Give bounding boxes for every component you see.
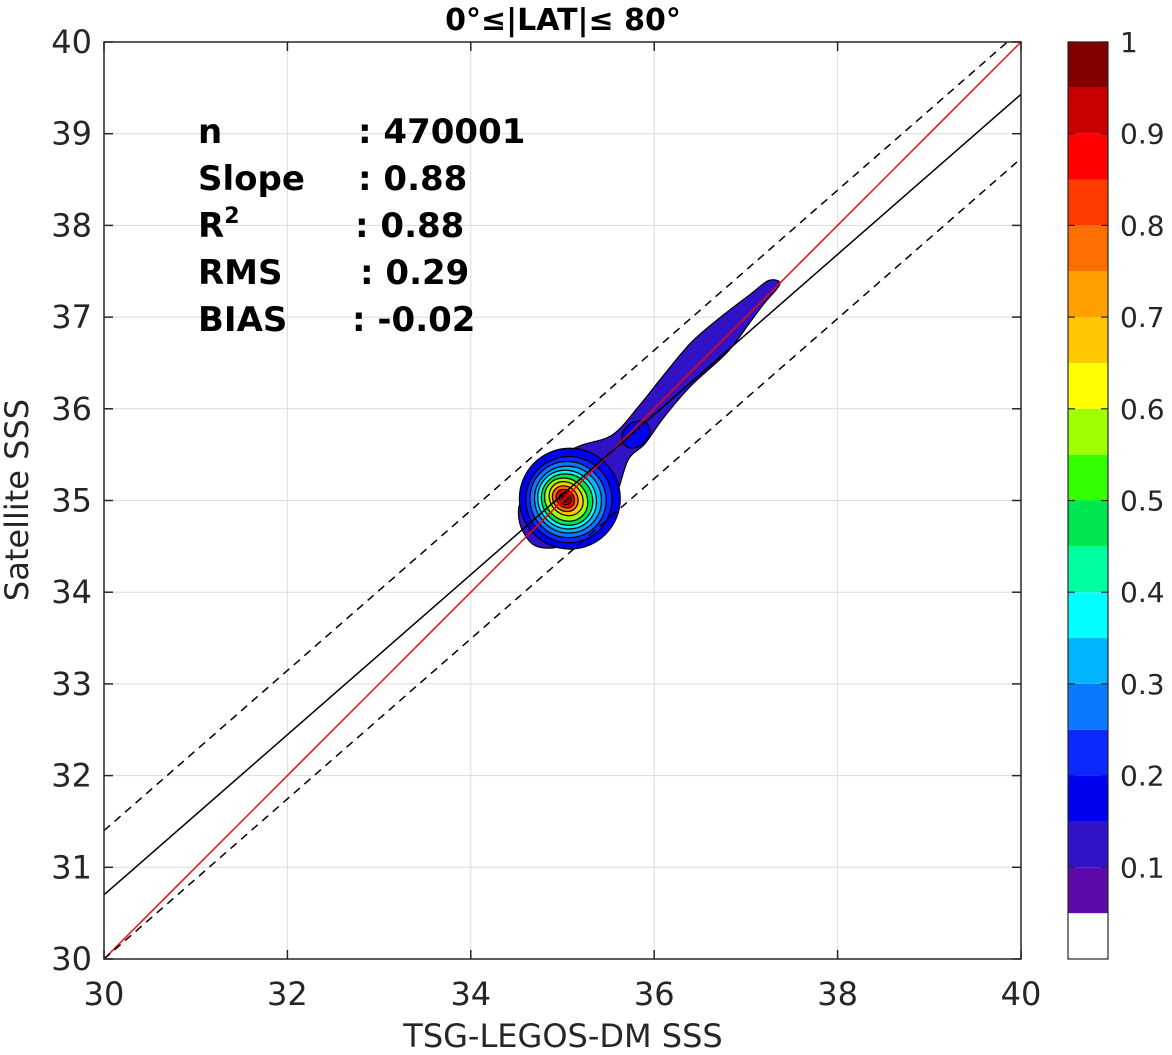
colorbar-segment — [1068, 225, 1108, 272]
lower-bound-line — [104, 157, 1021, 959]
y-tick-label: 34 — [51, 573, 92, 611]
colorbar-segment — [1068, 500, 1108, 547]
stat-label: RMS — [198, 253, 283, 293]
colorbar-segment — [1068, 133, 1108, 180]
y-tick-label: 40 — [51, 23, 92, 61]
colorbar-tick-label: 0.7 — [1120, 301, 1165, 334]
colorbar-segment — [1068, 454, 1108, 501]
colorbar-tick-label: 0.3 — [1120, 668, 1165, 701]
y-tick-label: 32 — [51, 757, 92, 795]
colorbar-segment — [1068, 87, 1108, 134]
colorbar-segment — [1068, 729, 1108, 776]
identity-line — [104, 42, 1021, 959]
stat-label: BIAS — [198, 300, 287, 340]
stat-value: : 0.88 — [355, 206, 464, 246]
statistics-annotation: n : 470001 Slope : 0.88 R2 : 0.88 RMS : 0.29 BIA… — [198, 112, 525, 340]
colorbar-tick-label: 0.4 — [1120, 576, 1165, 609]
stat-value: : 470001 — [358, 112, 525, 152]
upper-bound-line — [104, 42, 1009, 832]
colorbar-segment — [1068, 683, 1108, 730]
colorbar-tick-label: 1 — [1120, 26, 1138, 59]
stat-value: : 0.29 — [360, 253, 469, 293]
x-tick-label: 40 — [1001, 975, 1042, 1013]
regression-line — [104, 93, 1021, 896]
y-axis-ticks: 30 31 32 33 34 35 36 37 38 39 40 — [51, 23, 1021, 978]
stat-label: n — [198, 112, 222, 152]
colorbar-segment — [1068, 638, 1108, 684]
y-tick-label: 33 — [51, 665, 92, 703]
x-tick-label: 30 — [84, 975, 125, 1013]
colorbar-segment — [1068, 913, 1108, 959]
stat-value: : 0.88 — [358, 159, 467, 199]
y-tick-label: 35 — [51, 482, 92, 520]
grid-lines — [103, 41, 1022, 960]
colorbar-segment — [1068, 42, 1108, 88]
colorbar-segment — [1068, 179, 1108, 226]
colorbar-segment — [1068, 317, 1108, 363]
colorbar-segment — [1068, 775, 1108, 822]
chart-title: 0°≤|LAT|≤ 80° — [445, 3, 681, 38]
x-tick-label: 36 — [634, 975, 675, 1013]
reference-lines — [104, 42, 1021, 959]
stat-value: : -0.02 — [352, 300, 475, 340]
colorbar-segment — [1068, 867, 1108, 914]
y-tick-label: 30 — [51, 940, 92, 978]
colorbar-segment — [1068, 546, 1108, 593]
colorbar-segment — [1068, 408, 1108, 455]
colorbar-tick-label: 0.5 — [1120, 485, 1165, 518]
colorbar: 0.1 0.2 0.3 0.4 0.5 0.6 0.7 0.8 0.9 1 — [1067, 26, 1165, 960]
x-tick-label: 38 — [817, 975, 858, 1013]
colorbar-tick-label: 0.6 — [1120, 393, 1165, 426]
colorbar-tick-label: 0.9 — [1120, 118, 1165, 151]
stat-label: R2 — [198, 204, 240, 246]
y-tick-label: 38 — [51, 206, 92, 244]
x-tick-label: 34 — [450, 975, 491, 1013]
colorbar-tick-label: 0.8 — [1120, 209, 1165, 242]
colorbar-segment — [1068, 271, 1108, 318]
x-tick-label: 32 — [267, 975, 308, 1013]
y-tick-label: 39 — [51, 115, 92, 153]
colorbar-tick-label: 0.2 — [1120, 760, 1165, 793]
x-axis-label: TSG-LEGOS-DM SSS — [402, 1017, 722, 1055]
colorbar-segment — [1068, 821, 1108, 868]
density-contour-isolated — [621, 420, 651, 449]
y-tick-label: 36 — [51, 390, 92, 428]
stat-label: Slope — [198, 159, 305, 199]
colorbar-segment — [1068, 592, 1108, 639]
colorbar-tick-label: 0.1 — [1120, 851, 1165, 884]
x-axis-ticks: 30 32 34 36 38 40 — [84, 42, 1042, 1013]
y-tick-label: 31 — [51, 848, 92, 886]
colorbar-segment — [1068, 362, 1108, 409]
y-tick-label: 37 — [51, 298, 92, 336]
y-axis-label: Satellite SSS — [0, 399, 36, 601]
